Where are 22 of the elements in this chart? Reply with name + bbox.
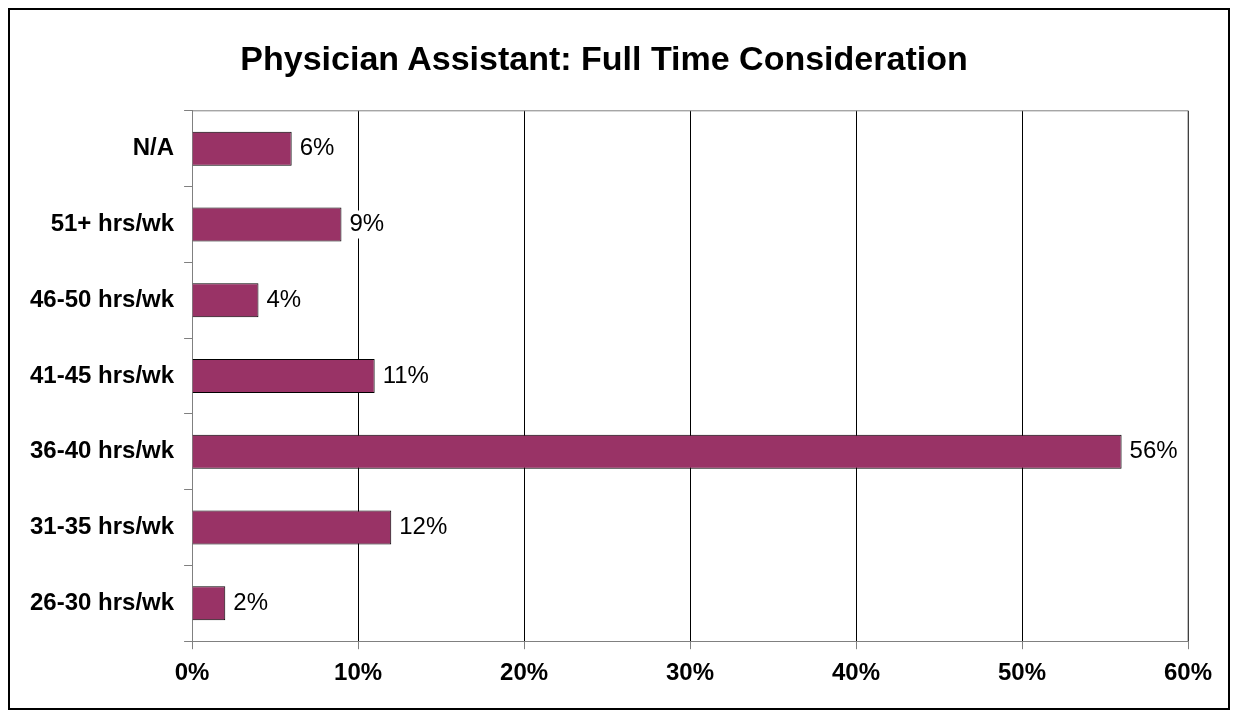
y-tick-label: N/A	[132, 133, 175, 161]
y-tick-label: 51+ hrs/wk	[50, 209, 175, 237]
data-label: 56%	[1129, 436, 1178, 464]
x-tick-label: 50%	[997, 658, 1047, 686]
data-label: 9%	[349, 209, 385, 237]
y-tick-label: 46-50 hrs/wk	[29, 284, 175, 312]
data-label: 6%	[299, 133, 335, 161]
data-label: 11%	[382, 360, 429, 388]
data-label: 4%	[266, 284, 302, 312]
data-label: 12%	[399, 512, 448, 540]
chart-title: Physician Assistant: Full Time Consideration	[240, 38, 968, 77]
y-tick-label: 31-35 hrs/wk	[29, 512, 175, 540]
x-tick-label: 10%	[334, 658, 383, 686]
y-tick-label: 41-45 hrs/wk	[29, 360, 175, 388]
y-tick-label: 36-40 hrs/wk	[29, 436, 175, 464]
x-tick-label: 40%	[832, 658, 881, 686]
x-tick-label: 60%	[1163, 658, 1213, 686]
y-tick-label: 26-30 hrs/wk	[29, 587, 175, 615]
x-tick-label: 0%	[174, 658, 210, 686]
x-tick-label: 20%	[500, 658, 549, 686]
data-label: 2%	[233, 587, 268, 615]
x-tick-label: 30%	[666, 658, 715, 686]
